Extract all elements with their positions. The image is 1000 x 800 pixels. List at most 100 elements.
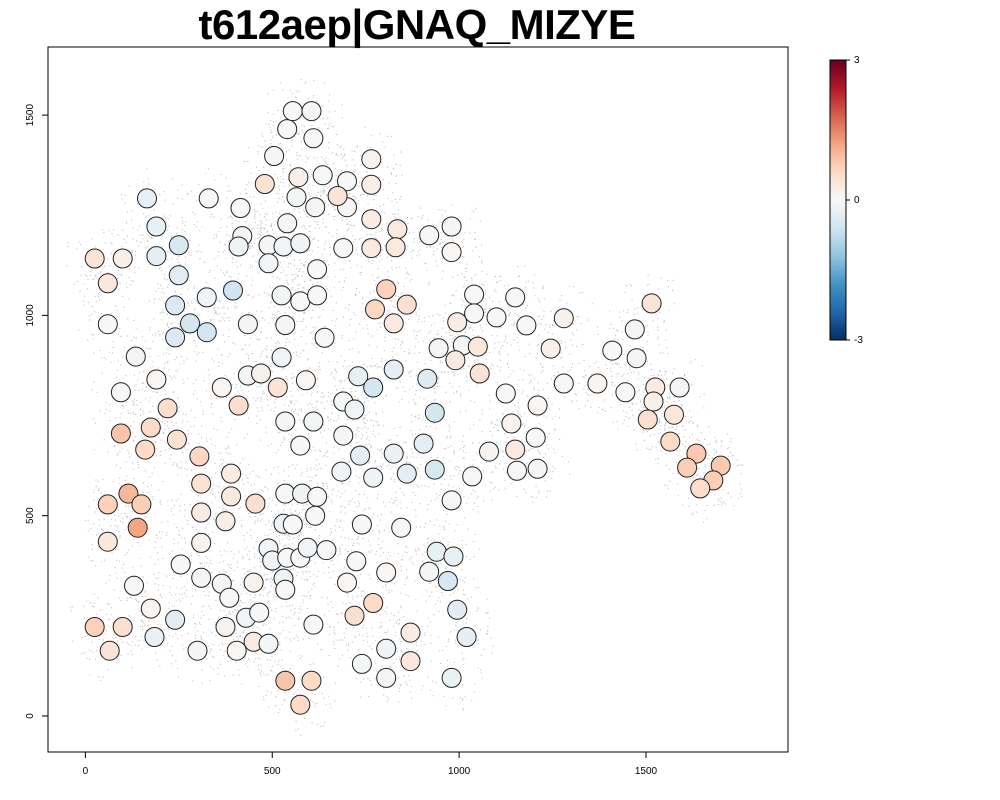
spot-2 — [112, 248, 133, 269]
x-tick-label-0: 0 — [83, 766, 89, 777]
spot-97 — [135, 439, 156, 460]
spot-40 — [441, 242, 462, 263]
spot-64 — [540, 338, 561, 359]
spot-layer — [84, 101, 731, 715]
spot-145 — [97, 494, 118, 515]
spot-54 — [376, 279, 397, 300]
spot-119 — [363, 467, 384, 488]
spot-82 — [643, 391, 664, 412]
x-tick-label-500: 500 — [264, 766, 281, 777]
x-tick-label-1500: 1500 — [635, 766, 658, 777]
spot-118 — [331, 461, 352, 482]
spot-69 — [428, 338, 449, 359]
spot-196 — [456, 627, 477, 647]
spot-42 — [196, 287, 217, 308]
spot-53 — [314, 327, 335, 348]
spot-72 — [467, 336, 488, 357]
spot-34 — [361, 209, 382, 230]
spot-150 — [170, 554, 191, 575]
plot-frame — [47, 46, 789, 753]
spot-66 — [624, 319, 645, 340]
spot-171 — [443, 546, 464, 567]
spot-143 — [282, 514, 303, 535]
chart-title: t612aep|GNAQ_MIZYE — [198, 1, 636, 48]
spot-4 — [137, 188, 157, 209]
spot-191 — [376, 638, 397, 659]
spot-84 — [637, 409, 658, 430]
spot-77 — [587, 373, 608, 394]
spot-61 — [486, 307, 507, 328]
spot-0 — [84, 248, 105, 269]
spot-195 — [447, 599, 468, 620]
spot-22 — [254, 174, 275, 194]
colorbar-tick-label--3: -3 — [854, 335, 863, 346]
spot-87 — [677, 457, 698, 478]
spot-128 — [507, 460, 527, 481]
spot-1 — [97, 273, 118, 294]
spot-38 — [419, 225, 440, 246]
spot-23 — [337, 171, 357, 192]
y-tick-label-1500: 1500 — [25, 104, 36, 127]
spot-60 — [464, 303, 485, 324]
colorbar-tick-label-0: 0 — [854, 195, 860, 206]
spot-105 — [228, 395, 249, 416]
spot-180 — [187, 640, 208, 661]
spot-193 — [400, 622, 421, 643]
spot-41 — [165, 295, 186, 316]
spot-113 — [383, 359, 404, 380]
spot-57 — [383, 313, 404, 334]
spot-120 — [383, 443, 404, 464]
spot-133 — [191, 473, 212, 494]
spot-104 — [295, 370, 316, 391]
spot-9 — [198, 188, 219, 209]
spot-198 — [275, 670, 296, 691]
spot-99 — [211, 377, 232, 398]
spot-93 — [146, 369, 167, 390]
spot-152 — [191, 567, 212, 588]
spot-37 — [385, 237, 406, 258]
spot-175 — [165, 609, 186, 630]
colorbar-tick-label-3: 3 — [854, 55, 860, 66]
spot-177 — [84, 617, 105, 637]
spot-148 — [127, 517, 148, 538]
spot-30 — [273, 236, 294, 257]
spot-169 — [419, 561, 440, 582]
spot-10 — [230, 198, 251, 218]
spot-52 — [275, 315, 296, 335]
spot-44 — [180, 313, 200, 334]
spot-190 — [351, 653, 372, 674]
spot-96 — [140, 417, 161, 438]
x-tick-label-1000: 1000 — [448, 766, 471, 777]
spot-189 — [363, 593, 384, 613]
spot-17 — [303, 128, 324, 149]
colorbar-gradient — [829, 59, 847, 341]
spot-65 — [602, 340, 623, 361]
spot-110 — [344, 399, 365, 420]
spot-127 — [525, 427, 546, 448]
spot-163 — [275, 579, 296, 600]
spot-16 — [301, 101, 322, 122]
spot-32 — [258, 253, 279, 274]
spot-59 — [505, 287, 526, 308]
spot-129 — [527, 458, 548, 479]
spot-154 — [219, 587, 240, 608]
spot-47 — [237, 314, 258, 335]
spot-183 — [249, 602, 270, 623]
spot-139 — [275, 483, 296, 504]
spot-90 — [690, 478, 711, 499]
spot-28 — [277, 213, 298, 234]
y-tick-label-0: 0 — [25, 713, 36, 719]
spot-68 — [447, 312, 468, 333]
spot-115 — [424, 402, 445, 423]
spot-56 — [365, 299, 385, 320]
y-tick-label-1000: 1000 — [25, 304, 36, 327]
spot-7 — [168, 235, 189, 256]
spot-188 — [344, 605, 365, 626]
spot-36 — [387, 219, 408, 240]
spot-15 — [282, 101, 303, 122]
spot-146 — [118, 483, 139, 504]
spot-131 — [441, 490, 462, 511]
spot-31 — [290, 233, 311, 254]
spot-13 — [264, 146, 285, 166]
spot-137 — [215, 511, 236, 532]
